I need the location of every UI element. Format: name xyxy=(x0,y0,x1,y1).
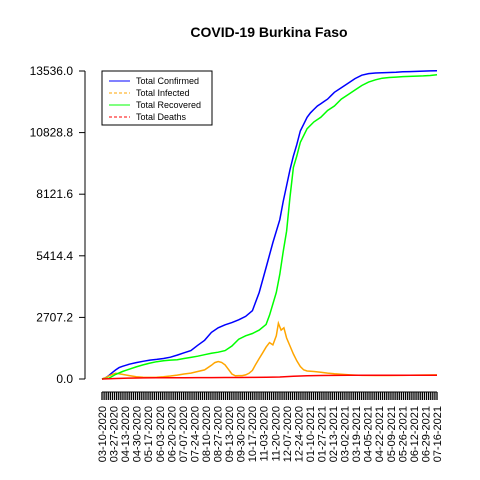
x-ticks: 03-10-2020 03-27-2020 04-13-2020 04-30-2020… xyxy=(97,391,444,462)
legend-label: Total Infected xyxy=(136,88,190,98)
x-tick-label: 06-29-2021 xyxy=(420,406,432,462)
x-tick-label: 12-07-2020 xyxy=(282,406,294,462)
x-tick-label: 04-05-2021 xyxy=(363,406,375,462)
x-tick-label: 01-10-2021 xyxy=(305,406,317,462)
y-tick-label: 10828.8 xyxy=(30,126,74,140)
series-line-total-confirmed xyxy=(101,69,438,380)
chart-title: COVID-19 Burkina Faso xyxy=(190,24,347,40)
x-tick-label: 11-03-2020 xyxy=(259,406,271,461)
y-ticks: 0.0 2707.2 5414.4 8121.6 10828.8 13536.0 xyxy=(30,64,85,386)
x-tick-label: 05-26-2021 xyxy=(397,406,409,462)
legend: Total Confirmed Total Infected Total Recov… xyxy=(101,70,213,126)
x-tick-label: 03-02-2021 xyxy=(340,406,352,462)
x-tick-label: 09-13-2020 xyxy=(224,406,236,462)
x-tick-label: 08-27-2020 xyxy=(213,406,225,462)
series-line-total-infected xyxy=(101,320,438,380)
x-tick-label: 06-03-2020 xyxy=(155,406,167,462)
plot-area xyxy=(101,69,438,380)
y-tick-label: 13536.0 xyxy=(30,64,74,78)
series-line-total-deaths xyxy=(101,374,437,380)
x-tick-label: 06-20-2020 xyxy=(166,406,178,462)
x-tick-label: 12-24-2020 xyxy=(293,406,305,462)
x-tick-label: 03-10-2020 xyxy=(97,406,109,462)
y-tick-label: 0.0 xyxy=(56,372,73,386)
x-tick-label: 05-17-2020 xyxy=(143,406,155,462)
x-tick-label: 03-19-2021 xyxy=(351,406,363,462)
x-tick-label: 03-27-2020 xyxy=(109,406,121,462)
y-axis: 0.0 2707.2 5414.4 8121.6 10828.8 13536.0 xyxy=(30,64,86,386)
x-tick-label: 04-30-2020 xyxy=(132,406,144,462)
legend-label: Total Confirmed xyxy=(136,76,199,86)
x-tick-label: 11-20-2020 xyxy=(270,406,282,461)
x-tick-label: 04-22-2021 xyxy=(374,406,386,462)
x-tick-label: 02-13-2021 xyxy=(328,406,340,462)
series-layer xyxy=(101,69,438,380)
legend-box xyxy=(101,70,213,126)
x-tick-label: 07-24-2020 xyxy=(189,406,201,462)
series-line-total-recovered xyxy=(101,74,438,380)
legend-items: Total Confirmed Total Infected Total Recov… xyxy=(109,76,201,122)
y-tick-label: 8121.6 xyxy=(36,187,73,201)
x-tick-label: 07-07-2020 xyxy=(178,406,190,462)
x-tick-label: 01-27-2021 xyxy=(316,406,328,462)
x-tick-label: 07-16-2021 xyxy=(432,406,444,462)
legend-label: Total Deaths xyxy=(136,112,187,122)
x-tick-label: 09-30-2020 xyxy=(236,406,248,462)
x-tick-label: 10-17-2020 xyxy=(247,406,259,462)
y-tick-label: 5414.4 xyxy=(36,249,73,263)
y-tick-label: 2707.2 xyxy=(36,310,73,324)
x-tick-label: 04-13-2020 xyxy=(120,406,132,462)
legend-label: Total Recovered xyxy=(136,100,201,110)
x-axis: 03-10-2020 03-27-2020 04-13-2020 04-30-2020… xyxy=(97,391,444,462)
x-tick-label: 08-10-2020 xyxy=(201,406,213,462)
x-tick-label: 06-12-2021 xyxy=(409,406,421,462)
x-tick-label: 05-09-2021 xyxy=(386,406,398,462)
